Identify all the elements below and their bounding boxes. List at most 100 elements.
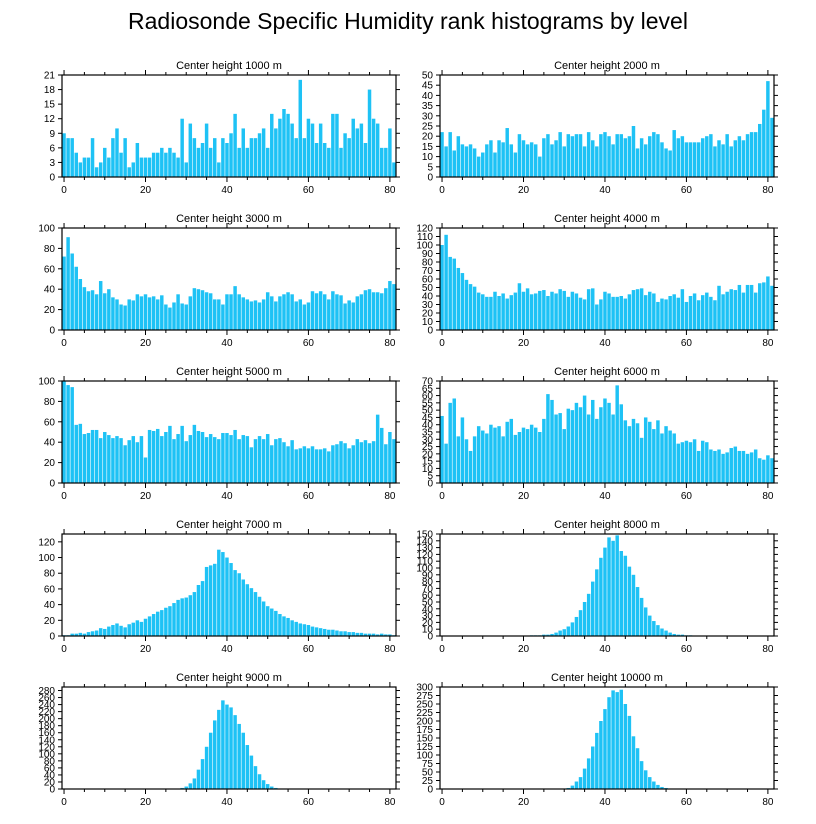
plot-frame	[61, 380, 397, 484]
histogram-bar	[331, 445, 335, 483]
histogram-bar	[225, 143, 229, 177]
histogram-bar	[331, 629, 335, 636]
y-tick-label: 140	[416, 536, 433, 547]
histogram-bar	[327, 147, 331, 177]
histogram-bar	[680, 136, 685, 177]
y-tick-label: 125	[416, 742, 433, 753]
histogram-bar	[217, 709, 221, 789]
histogram-bar	[371, 118, 376, 177]
histogram-bar	[261, 780, 266, 789]
y-tick-label: 20	[422, 618, 434, 629]
histogram-bar	[639, 597, 644, 636]
histogram-bar	[225, 433, 229, 483]
histogram-bar	[517, 432, 522, 483]
histogram-bar	[62, 133, 66, 177]
histogram-bar	[513, 434, 518, 483]
histogram-bar	[472, 286, 477, 330]
histogram-bar	[355, 296, 360, 330]
y-tick-label: 120	[416, 224, 433, 235]
histogram-bar	[217, 299, 221, 330]
histogram-bar	[497, 426, 501, 483]
histogram-bar	[656, 134, 660, 177]
histogram-bar	[688, 142, 693, 177]
histogram-bar	[741, 450, 746, 483]
histogram-bar	[74, 266, 78, 330]
histogram-bar	[501, 436, 505, 483]
histogram-bar	[160, 295, 164, 330]
y-tick-label: 15	[422, 457, 434, 468]
y-tick-label: 15	[44, 100, 56, 111]
histogram-bar	[270, 296, 274, 330]
histogram-bar	[558, 132, 562, 177]
histogram-bar	[111, 438, 115, 483]
histogram-bar	[375, 634, 380, 636]
histogram-bar	[725, 452, 729, 483]
histogram-bar	[78, 423, 83, 483]
histogram-bar	[753, 449, 758, 483]
histogram-bar	[456, 436, 461, 483]
histogram-panel: Center height 1000 m 0 20 40 60 80 0 3 6 9 12 15 18 2…	[44, 60, 400, 196]
histogram-bar	[151, 152, 156, 177]
x-tick-label: 40	[221, 644, 233, 655]
histogram-bar	[359, 294, 364, 330]
histogram-bar	[672, 130, 676, 177]
histogram-bar	[578, 297, 583, 330]
histogram-bar	[452, 398, 456, 483]
histogram-bar	[745, 453, 750, 483]
histogram-bar	[700, 440, 705, 483]
x-tick-label: 40	[599, 185, 611, 196]
histogram-bar	[278, 438, 282, 483]
histogram-bar	[327, 629, 331, 636]
y-tick-label: 160	[38, 728, 55, 739]
y-tick-label: 80	[44, 569, 56, 580]
histogram-bar	[363, 290, 368, 330]
histogram-bar	[147, 429, 152, 483]
histogram-bar	[464, 439, 469, 483]
histogram-bar	[721, 144, 725, 177]
histogram-bar	[631, 574, 636, 636]
histogram-bar	[533, 427, 538, 483]
x-tick-label: 60	[303, 797, 315, 808]
histogram-bar	[684, 142, 689, 177]
histogram-bar	[290, 440, 294, 483]
histogram-bar	[200, 432, 205, 483]
histogram-bar	[529, 424, 534, 483]
histogram-bar	[196, 585, 201, 636]
histogram-bar	[595, 418, 599, 483]
histogram-bar	[700, 295, 705, 330]
histogram-bar	[66, 237, 70, 330]
histogram-bar	[517, 134, 522, 177]
y-tick-label: 220	[38, 707, 55, 718]
histogram-bar	[753, 132, 758, 177]
histogram-bar	[611, 690, 615, 789]
histogram-bar	[70, 138, 74, 177]
histogram-bar	[355, 439, 360, 483]
y-tick-label: 0	[427, 173, 433, 184]
y-tick-label: 20	[422, 132, 434, 143]
histogram-bar	[306, 118, 311, 177]
y-tick-label: 6	[49, 143, 55, 154]
histogram-bar	[318, 628, 323, 636]
histogram-bar	[168, 147, 172, 177]
histogram-bar	[86, 157, 91, 177]
histogram-bar	[388, 281, 392, 330]
x-tick-label: 60	[681, 644, 693, 655]
histogram-bar	[497, 140, 501, 177]
histogram-bar	[639, 138, 644, 177]
histogram-bar	[570, 136, 575, 177]
histogram-bar	[176, 157, 180, 177]
histogram-bar	[509, 295, 514, 330]
histogram-bar	[314, 143, 319, 177]
histogram-bar	[574, 293, 579, 330]
histogram-bar	[282, 442, 286, 483]
histogram-bar	[98, 438, 103, 483]
histogram-bar	[241, 732, 245, 789]
y-tick-label: 60	[44, 584, 56, 595]
histogram-bar	[558, 289, 562, 330]
histogram-bar	[196, 430, 201, 483]
histogram-bar	[472, 148, 477, 177]
histogram-bar	[331, 291, 335, 330]
histogram-bar	[257, 302, 262, 330]
histogram-bar	[245, 436, 250, 483]
histogram-bar	[533, 144, 538, 177]
